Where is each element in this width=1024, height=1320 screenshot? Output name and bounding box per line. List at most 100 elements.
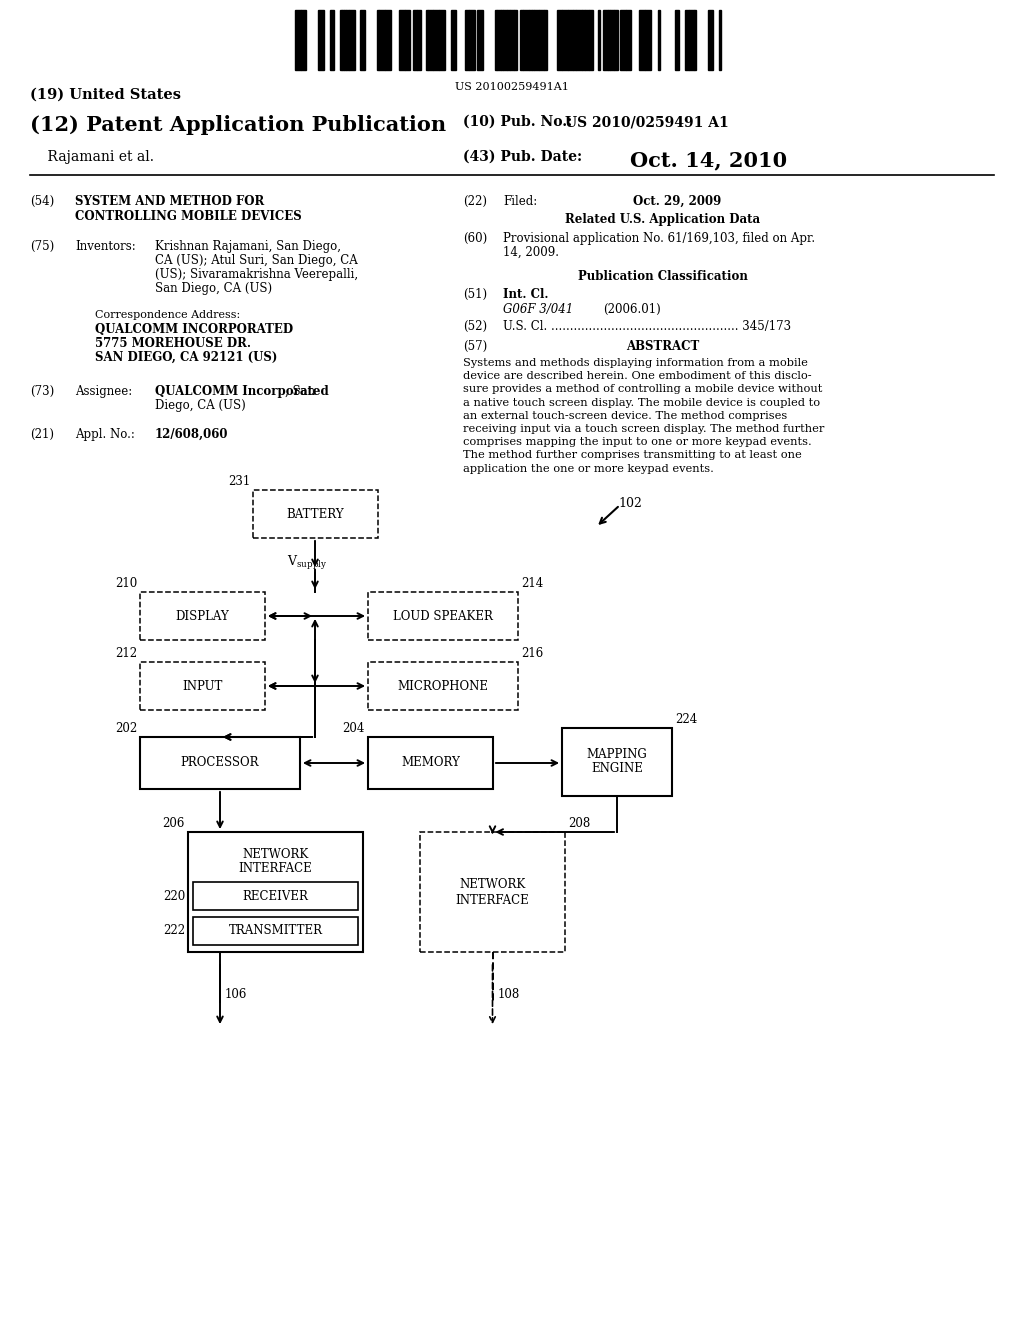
Bar bbox=[523, 11, 529, 70]
Text: G06F 3/041: G06F 3/041 bbox=[503, 304, 573, 315]
Bar bbox=[340, 11, 342, 70]
Bar bbox=[534, 11, 539, 70]
Text: (57): (57) bbox=[463, 341, 487, 352]
Bar bbox=[544, 11, 547, 70]
Text: 102: 102 bbox=[618, 498, 642, 510]
Text: , San: , San bbox=[285, 385, 315, 399]
Bar bbox=[507, 11, 510, 70]
Bar bbox=[708, 11, 713, 70]
FancyBboxPatch shape bbox=[420, 832, 565, 952]
Text: Int. Cl.: Int. Cl. bbox=[503, 288, 549, 301]
Text: INTERFACE: INTERFACE bbox=[456, 894, 529, 907]
Text: QUALCOMM INCORPORATED: QUALCOMM INCORPORATED bbox=[95, 323, 293, 337]
Bar bbox=[428, 11, 433, 70]
Bar bbox=[532, 11, 534, 70]
Text: (21): (21) bbox=[30, 428, 54, 441]
Text: Inventors:: Inventors: bbox=[75, 240, 136, 253]
Bar bbox=[385, 11, 391, 70]
Text: The method further comprises transmitting to at least one: The method further comprises transmittin… bbox=[463, 450, 802, 461]
Text: (2006.01): (2006.01) bbox=[603, 304, 660, 315]
FancyBboxPatch shape bbox=[188, 832, 362, 952]
Text: 12/608,060: 12/608,060 bbox=[155, 428, 228, 441]
Bar bbox=[301, 11, 306, 70]
Bar bbox=[557, 11, 562, 70]
Bar bbox=[626, 11, 631, 70]
Text: 206: 206 bbox=[163, 817, 185, 830]
Text: (22): (22) bbox=[463, 195, 487, 209]
Bar bbox=[417, 11, 421, 70]
Bar bbox=[503, 11, 507, 70]
Bar bbox=[495, 11, 497, 70]
Text: CA (US); Atul Suri, San Diego, CA: CA (US); Atul Suri, San Diego, CA bbox=[155, 253, 357, 267]
Text: INTERFACE: INTERFACE bbox=[239, 862, 312, 875]
Text: CONTROLLING MOBILE DEVICES: CONTROLLING MOBILE DEVICES bbox=[75, 210, 302, 223]
Text: Publication Classification: Publication Classification bbox=[579, 271, 748, 282]
Text: SYSTEM AND METHOD FOR: SYSTEM AND METHOD FOR bbox=[75, 195, 264, 209]
Text: (75): (75) bbox=[30, 240, 54, 253]
Bar bbox=[433, 11, 439, 70]
Text: 106: 106 bbox=[225, 987, 248, 1001]
Bar bbox=[406, 11, 410, 70]
Text: (73): (73) bbox=[30, 385, 54, 399]
Text: MEMORY: MEMORY bbox=[401, 756, 460, 770]
FancyBboxPatch shape bbox=[193, 917, 358, 945]
Text: INPUT: INPUT bbox=[182, 680, 222, 693]
Text: US 20100259491A1: US 20100259491A1 bbox=[455, 82, 569, 92]
Bar bbox=[377, 11, 379, 70]
Text: PROCESSOR: PROCESSOR bbox=[181, 756, 259, 770]
Text: Appl. No.:: Appl. No.: bbox=[75, 428, 135, 441]
Bar bbox=[562, 11, 568, 70]
Text: TRANSMITTER: TRANSMITTER bbox=[228, 924, 323, 937]
Bar bbox=[344, 11, 346, 70]
Text: 220: 220 bbox=[163, 890, 185, 903]
Bar bbox=[658, 11, 660, 70]
Text: a native touch screen display. The mobile device is coupled to: a native touch screen display. The mobil… bbox=[463, 397, 820, 408]
FancyBboxPatch shape bbox=[562, 729, 672, 796]
Text: (19) United States: (19) United States bbox=[30, 88, 181, 102]
Bar bbox=[598, 11, 600, 70]
Text: (60): (60) bbox=[463, 232, 487, 246]
Text: ENGINE: ENGINE bbox=[591, 763, 643, 776]
Text: Systems and methods displaying information from a mobile: Systems and methods displaying informati… bbox=[463, 358, 808, 368]
Bar bbox=[346, 11, 349, 70]
Text: ABSTRACT: ABSTRACT bbox=[627, 341, 699, 352]
Text: 214: 214 bbox=[521, 577, 544, 590]
Bar bbox=[689, 11, 694, 70]
Text: (52): (52) bbox=[463, 319, 487, 333]
Text: NETWORK: NETWORK bbox=[460, 878, 525, 891]
Text: 14, 2009.: 14, 2009. bbox=[503, 246, 559, 259]
Bar bbox=[589, 11, 593, 70]
Bar bbox=[439, 11, 445, 70]
Text: (US); Sivaramakrishna Veerepalli,: (US); Sivaramakrishna Veerepalli, bbox=[155, 268, 358, 281]
Bar bbox=[608, 11, 610, 70]
Text: (51): (51) bbox=[463, 288, 487, 301]
FancyBboxPatch shape bbox=[368, 663, 518, 710]
Bar bbox=[477, 11, 483, 70]
Text: US 2010/0259491 A1: US 2010/0259491 A1 bbox=[565, 115, 729, 129]
Bar bbox=[520, 11, 523, 70]
Text: receiving input via a touch screen display. The method further: receiving input via a touch screen displ… bbox=[463, 424, 824, 434]
Bar bbox=[620, 11, 626, 70]
Bar bbox=[645, 11, 651, 70]
Text: 108: 108 bbox=[498, 987, 520, 1001]
Text: 224: 224 bbox=[675, 713, 697, 726]
Bar bbox=[399, 11, 406, 70]
FancyBboxPatch shape bbox=[140, 737, 300, 789]
Text: Diego, CA (US): Diego, CA (US) bbox=[155, 399, 246, 412]
Text: DISPLAY: DISPLAY bbox=[176, 610, 229, 623]
Bar bbox=[501, 11, 503, 70]
Bar bbox=[510, 11, 514, 70]
Text: 208: 208 bbox=[568, 817, 590, 830]
Bar bbox=[685, 11, 689, 70]
Bar bbox=[342, 11, 344, 70]
Bar bbox=[465, 11, 469, 70]
Text: Oct. 14, 2010: Oct. 14, 2010 bbox=[630, 150, 787, 170]
Text: QUALCOMM Incorporated: QUALCOMM Incorporated bbox=[155, 385, 329, 399]
Text: (54): (54) bbox=[30, 195, 54, 209]
Text: Filed:: Filed: bbox=[503, 195, 538, 209]
Bar bbox=[675, 11, 679, 70]
Bar bbox=[568, 11, 573, 70]
Text: application the one or more keypad events.: application the one or more keypad event… bbox=[463, 463, 714, 474]
Text: (43) Pub. Date:: (43) Pub. Date: bbox=[463, 150, 582, 164]
FancyBboxPatch shape bbox=[368, 591, 518, 640]
